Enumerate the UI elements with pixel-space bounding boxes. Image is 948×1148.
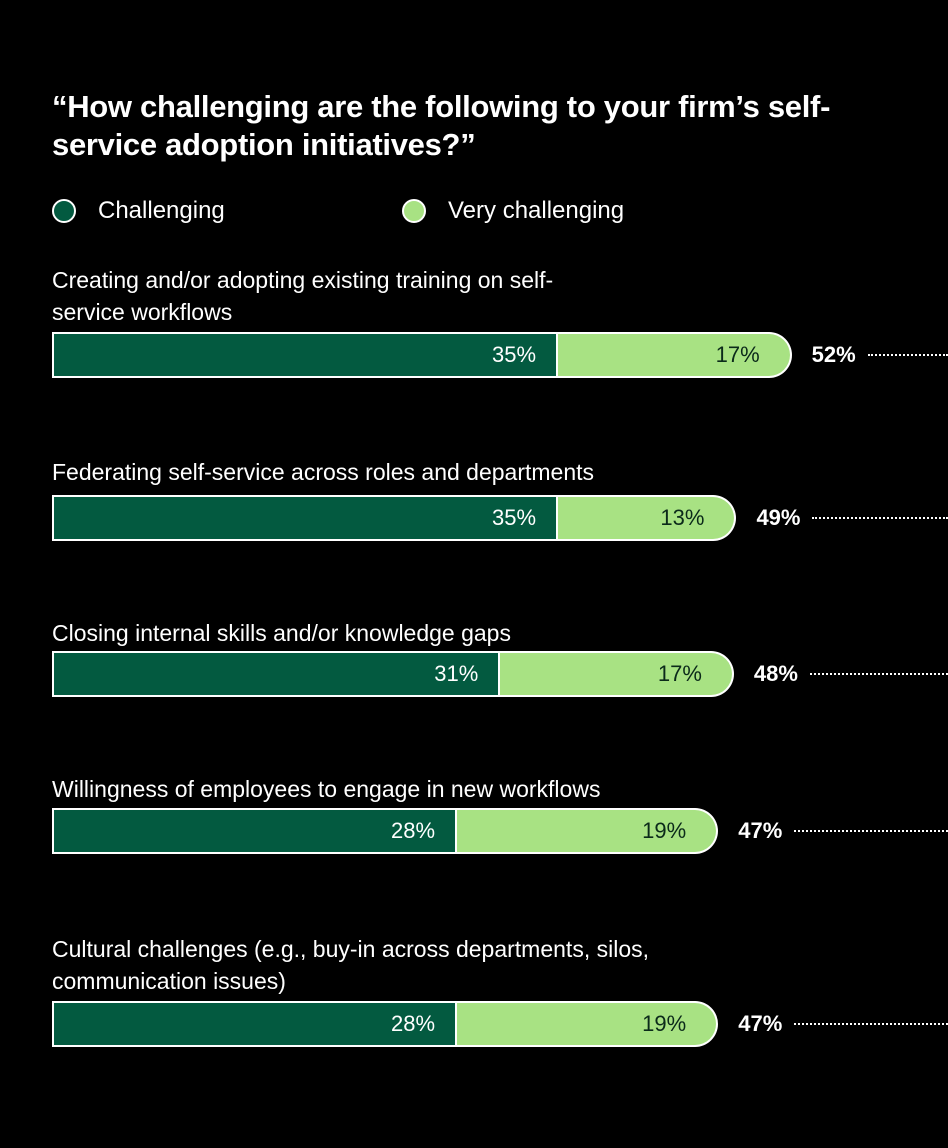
bar-challenging: 35%	[52, 332, 558, 378]
legend-dot-icon	[52, 199, 76, 223]
total-label: 49%	[756, 505, 801, 530]
stacked-bar: 28% 19%	[52, 808, 719, 854]
data-label: 28%	[390, 818, 436, 843]
legend-challenging: Challenging	[52, 197, 225, 225]
data-label: 19%	[642, 818, 687, 843]
legend-label: Challenging	[98, 197, 225, 224]
chart-title: “How challenging are the following to yo…	[52, 89, 831, 162]
data-label: 17%	[657, 661, 702, 686]
data-label: 13%	[660, 505, 705, 530]
stacked-bar: 35% 13%	[52, 495, 737, 541]
data-label: 35%	[492, 505, 537, 530]
bar-challenging: 28%	[52, 808, 457, 854]
stacked-bar: 35% 17%	[52, 332, 792, 378]
bar-very-challenging: 17%	[557, 332, 792, 378]
stacked-bar: 28% 19%	[52, 1001, 719, 1047]
category-label: Creating and/or adopting existing traini…	[52, 267, 554, 325]
category-label: Willingness of employees to engage in ne…	[52, 776, 601, 802]
total-label: 48%	[753, 661, 798, 686]
data-label: 31%	[434, 661, 479, 686]
bar-very-challenging: 13%	[557, 495, 737, 541]
category-label: Cultural challenges (e.g., buy-in across…	[52, 936, 650, 994]
legend-dot-icon	[402, 199, 426, 223]
dotted-leader-line	[867, 354, 948, 356]
dotted-leader-line	[794, 830, 948, 832]
legend-label: Very challenging	[448, 197, 625, 224]
category-label: Federating self-service across roles and…	[52, 459, 595, 485]
bar-challenging: 31%	[52, 651, 500, 697]
stacked-bar: 31% 17%	[52, 651, 734, 697]
bar-challenging: 35%	[52, 495, 558, 541]
dotted-leader-line	[809, 673, 948, 675]
bar-very-challenging: 19%	[456, 1001, 719, 1047]
total-label: 47%	[738, 1011, 783, 1036]
dotted-leader-line	[812, 517, 948, 519]
data-label: 28%	[390, 1011, 436, 1036]
data-label: 19%	[642, 1011, 687, 1036]
data-label: 17%	[715, 342, 760, 367]
total-label: 52%	[811, 342, 856, 367]
category-label: Closing internal skills and/or knowledge…	[52, 620, 511, 646]
dotted-leader-line	[794, 1023, 948, 1025]
bar-very-challenging: 17%	[499, 651, 734, 697]
legend-very-challenging: Very challenging	[402, 197, 624, 225]
total-label: 47%	[738, 818, 783, 843]
bar-very-challenging: 19%	[456, 808, 719, 854]
bar-challenging: 28%	[52, 1001, 457, 1047]
data-label: 35%	[492, 342, 537, 367]
